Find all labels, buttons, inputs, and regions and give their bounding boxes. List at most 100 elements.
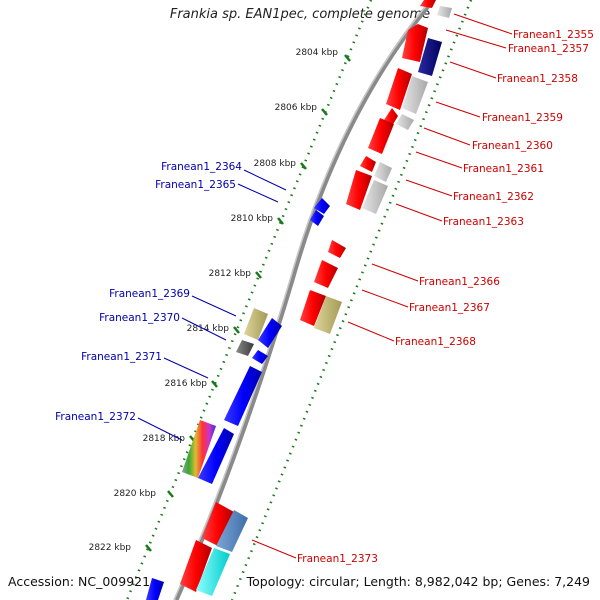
leader-line	[445, 29, 507, 49]
outer-guide	[125, 0, 373, 600]
gene-2361-b[interactable]	[374, 162, 392, 182]
leader-line	[449, 61, 497, 79]
gene-2373-a[interactable]	[202, 502, 234, 546]
gene-2361-a[interactable]	[360, 156, 376, 172]
gene-label[interactable]: Franean1_2372	[55, 411, 136, 423]
forward-genes	[180, 0, 452, 596]
scale-label: 2808 kbp	[254, 159, 297, 169]
gene-2355[interactable]	[420, 0, 436, 8]
scale-tick	[277, 217, 284, 225]
gene-2363[interactable]	[362, 180, 388, 214]
gene-label[interactable]: Franean1_2371	[81, 351, 162, 363]
gene-2358-b[interactable]	[402, 76, 428, 114]
scale-label: 2814 kbp	[187, 324, 230, 334]
gene-label[interactable]: Franean1_2367	[409, 302, 490, 314]
leader-line	[405, 179, 453, 197]
gene-label[interactable]: Franean1_2361	[463, 163, 544, 175]
scale-tick	[255, 271, 262, 279]
leader-line	[415, 151, 463, 169]
gene-label[interactable]: Franean1_2360	[472, 140, 553, 152]
leader-line	[191, 295, 237, 317]
leader-line	[243, 169, 287, 191]
gene-2362[interactable]	[346, 170, 372, 210]
gene-2357-b[interactable]	[418, 38, 442, 76]
leader-line	[361, 289, 409, 308]
leader-line	[423, 127, 471, 146]
gene-label[interactable]: Franean1_2357	[508, 43, 589, 55]
gene-label[interactable]: Franean1_2368	[395, 336, 476, 348]
accession-text: Accession: NC_009921	[8, 574, 151, 589]
scale-tick	[344, 54, 351, 62]
gene-label[interactable]: Franean1_2370	[99, 312, 180, 324]
leader-lines-right	[251, 13, 513, 559]
gene-2369-b[interactable]	[258, 318, 282, 348]
scale-label: 2820 kbp	[114, 489, 157, 499]
scale-label: 2806 kbp	[275, 103, 318, 113]
scale-label: 2816 kbp	[165, 379, 208, 389]
gene-2360[interactable]	[368, 118, 394, 154]
scale-tick	[145, 544, 152, 552]
leader-line	[181, 317, 227, 341]
gene-2356[interactable]	[437, 6, 452, 18]
gene-label[interactable]: Franean1_2366	[419, 276, 500, 288]
scale-label: 2810 kbp	[231, 214, 274, 224]
map-title: Frankia sp. EAN1pec, complete genome	[169, 7, 431, 22]
gene-2365[interactable]	[310, 210, 324, 226]
leader-line	[453, 13, 513, 35]
gene-label[interactable]: Franean1_2364	[161, 161, 242, 173]
gene-2359-b[interactable]	[396, 114, 414, 130]
leader-line	[371, 263, 419, 282]
gene-label[interactable]: Franean1_2358	[497, 73, 578, 85]
gene-label[interactable]: Franean1_2355	[513, 29, 594, 41]
topology-text: Topology: circular; Length: 8,982,042 bp…	[246, 574, 590, 589]
gene-label[interactable]: Franean1_2362	[453, 191, 534, 203]
scale-label: 2804 kbp	[296, 48, 339, 58]
gene-label[interactable]: Franean1_2365	[155, 179, 236, 191]
gene-label[interactable]: Franean1_2373	[297, 553, 378, 565]
leader-line	[347, 321, 395, 342]
leader-line	[251, 539, 297, 559]
scale-tick	[233, 326, 240, 334]
tick-guides	[125, 0, 473, 600]
scale-label: 2812 kbp	[209, 269, 252, 279]
scale-tick	[321, 108, 328, 116]
gene-2366-a[interactable]	[328, 240, 346, 258]
inner-guide	[230, 0, 473, 600]
leader-line	[237, 183, 279, 203]
gene-label[interactable]: Franean1_2359	[482, 112, 563, 124]
reverse-genes	[146, 198, 330, 600]
gene-2367[interactable]	[300, 290, 326, 326]
leader-line	[137, 417, 183, 441]
genome-backbone-highlight	[173, 0, 432, 600]
scale-label: 2818 kbp	[143, 434, 186, 444]
scale-tick	[211, 380, 218, 388]
scale-tick	[167, 490, 174, 498]
gene-label[interactable]: Franean1_2363	[443, 216, 524, 228]
gene-labels-right: Franean1_2355 Franean1_2357 Franean1_235…	[297, 29, 594, 565]
gene-2358-a[interactable]	[386, 68, 412, 110]
gene-2371[interactable]	[224, 366, 262, 426]
gene-2373-d[interactable]	[196, 548, 230, 596]
gene-2368[interactable]	[314, 296, 342, 334]
scale-tick	[300, 162, 307, 170]
gene-2364[interactable]	[314, 198, 330, 214]
gene-label[interactable]: Franean1_2369	[109, 288, 190, 300]
leader-line	[163, 357, 209, 379]
leader-line	[435, 101, 481, 118]
gene-2372-a[interactable]	[182, 420, 216, 478]
gene-2373-c[interactable]	[180, 540, 212, 592]
leader-line	[395, 203, 443, 222]
gene-2370-b[interactable]	[252, 350, 268, 364]
gene-2357-a[interactable]	[402, 24, 428, 62]
gene-2369-a[interactable]	[244, 308, 268, 340]
leader-lines-left	[137, 169, 287, 441]
gene-2366-b[interactable]	[314, 260, 338, 288]
gene-2372-b[interactable]	[198, 428, 234, 484]
gene-2373-b[interactable]	[216, 510, 248, 552]
gene-2374[interactable]	[146, 578, 164, 600]
gene-labels-left: Franean1_2364 Franean1_2365 Franean1_236…	[55, 161, 242, 423]
scale-labels: 2804 kbp 2806 kbp 2808 kbp 2810 kbp 2812…	[89, 48, 339, 553]
scale-label: 2822 kbp	[89, 543, 132, 553]
gene-2370-a[interactable]	[236, 340, 254, 356]
